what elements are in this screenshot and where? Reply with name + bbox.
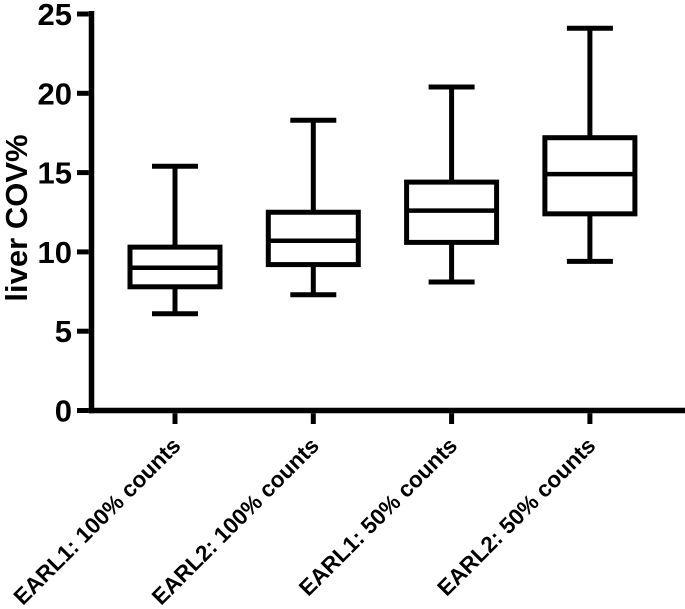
y-axis-tick-label: 10 xyxy=(38,235,72,270)
boxplot-box-1 xyxy=(127,163,223,317)
y-axis-title: liver COV% xyxy=(0,134,34,301)
boxplot-box-4 xyxy=(542,25,638,264)
y-axis-tick-label: 0 xyxy=(55,394,72,429)
y-axis-tick-label: 20 xyxy=(38,76,72,111)
y-axis-tick-label: 25 xyxy=(38,0,72,32)
boxplot-box-2 xyxy=(265,117,361,298)
boxplot-box-3 xyxy=(404,84,500,285)
y-axis-tick-label: 5 xyxy=(55,314,72,349)
y-axis-tick-label: 15 xyxy=(38,156,72,191)
iqr-box xyxy=(265,209,361,268)
